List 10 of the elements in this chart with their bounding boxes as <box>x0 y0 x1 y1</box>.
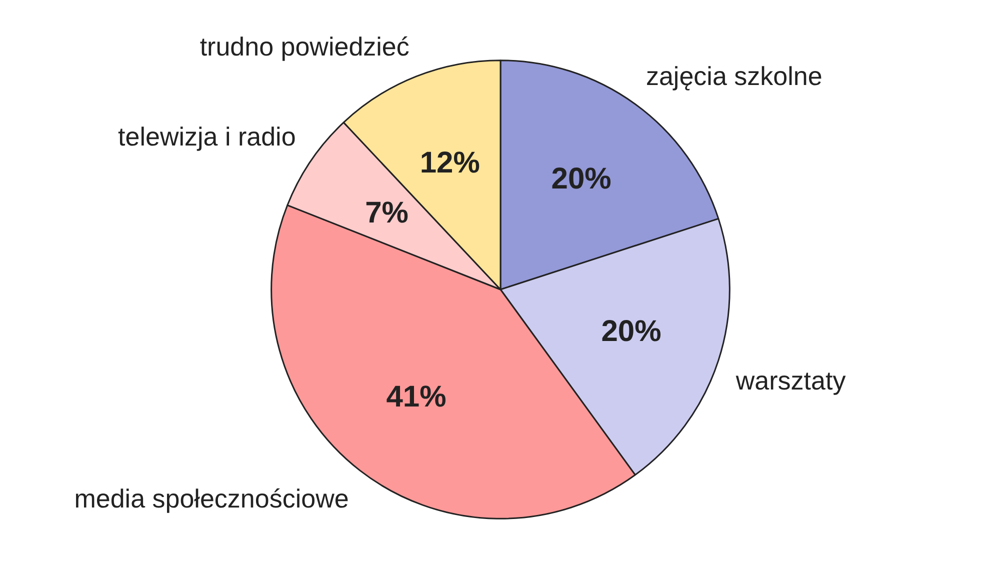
slice-label: telewizja i radio <box>118 122 296 152</box>
data-label: 20% <box>551 162 612 196</box>
slice-label: warsztaty <box>734 365 846 396</box>
slice-label: media społecznościowe <box>74 483 349 514</box>
data-label: 12% <box>420 146 480 180</box>
slice-label: trudno powiedzieć <box>200 31 410 62</box>
data-label: 41% <box>386 380 446 414</box>
data-label: 7% <box>365 196 408 230</box>
data-label: 20% <box>601 315 662 348</box>
slice-label: zajęcia szkolne <box>646 60 822 91</box>
